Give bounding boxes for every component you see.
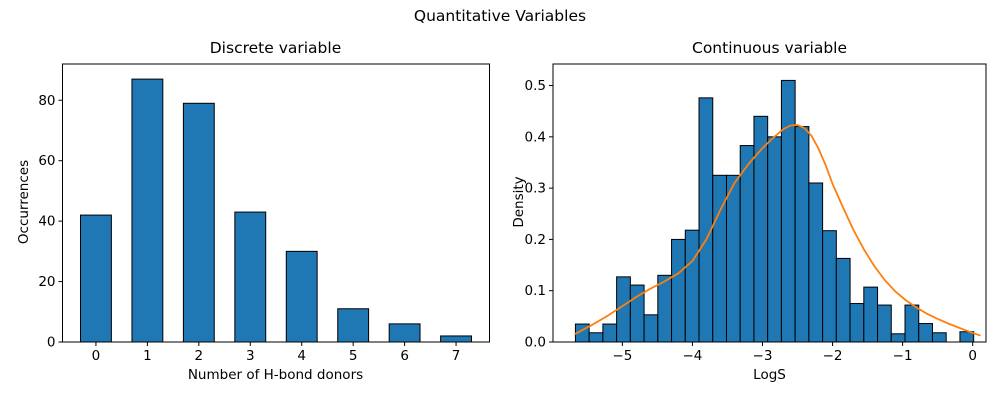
x-tick-label: 6 <box>400 348 409 364</box>
bar <box>588 332 604 343</box>
bar <box>234 211 267 343</box>
x-tick-label: 7 <box>452 348 461 364</box>
y-tick-label: 0.1 <box>525 283 546 299</box>
bar <box>684 229 700 343</box>
bar <box>698 97 714 343</box>
continuous-chart-title: Continuous variable <box>692 39 847 57</box>
x-tick-label: −2 <box>823 348 843 364</box>
bar <box>877 304 892 343</box>
bar <box>863 286 879 343</box>
bar <box>808 182 824 343</box>
bar <box>440 335 472 343</box>
kde-curve <box>574 124 981 337</box>
x-tick-label: 5 <box>349 348 358 364</box>
bar <box>849 303 865 343</box>
continuous-x-axis-label: LogS <box>753 367 786 383</box>
bar <box>80 214 112 343</box>
bar <box>739 145 755 343</box>
bar <box>890 333 906 343</box>
x-tick-label: −3 <box>753 348 773 364</box>
discrete-chart-title: Discrete variable <box>209 39 342 57</box>
x-tick-label: −5 <box>612 348 632 364</box>
continuous-y-axis-label: Density <box>511 176 527 228</box>
y-tick-label: 60 <box>38 153 55 169</box>
y-tick-label: 0 <box>47 335 56 351</box>
bar <box>337 308 370 343</box>
bar <box>657 274 673 343</box>
y-tick-label: 20 <box>38 274 55 290</box>
bar <box>388 323 421 343</box>
axes-spines <box>62 63 490 343</box>
x-tick-label: 2 <box>195 348 204 364</box>
discrete-y-axis-label: Occurrences <box>16 159 32 245</box>
x-tick-label: 0 <box>92 348 101 364</box>
continuous-chart: −5 −4 −3 −2 −1 0 0.0 0.1 0.2 0.3 0.4 0.5 <box>525 63 987 364</box>
bar <box>643 314 659 343</box>
y-tick-label: 0.4 <box>525 129 546 145</box>
y-tick-label: 0.0 <box>525 335 546 351</box>
y-tick-label: 80 <box>38 93 55 109</box>
bar <box>794 126 810 343</box>
discrete-x-axis-label: Number of H-bond donors <box>187 367 364 383</box>
y-tick-label: 0.5 <box>525 78 546 94</box>
bar <box>918 323 933 343</box>
y-tick-label: 0.3 <box>525 181 546 197</box>
bar <box>182 102 215 343</box>
bar <box>767 136 782 343</box>
x-tick-label: 3 <box>246 348 255 364</box>
bar <box>835 257 851 343</box>
axes-spines <box>552 63 987 343</box>
bar <box>285 250 318 343</box>
discrete-chart: 0 1 2 3 4 5 6 7 0 20 40 60 80 <box>38 63 490 364</box>
x-tick-label: 0 <box>968 348 977 364</box>
bar <box>780 79 796 343</box>
bar <box>671 238 686 343</box>
bar <box>931 332 947 343</box>
figure-suptitle: Quantitative Variables <box>413 7 587 25</box>
bar <box>602 323 618 343</box>
bar <box>725 174 741 343</box>
x-tick-label: 1 <box>143 348 152 364</box>
y-tick-label: 40 <box>38 214 55 230</box>
bar <box>822 230 837 343</box>
x-tick-label: −1 <box>893 348 913 364</box>
x-tick-label: 4 <box>297 348 306 364</box>
bar <box>904 304 920 343</box>
bar <box>131 78 164 343</box>
x-tick-label: −4 <box>682 348 702 364</box>
y-tick-label: 0.2 <box>525 232 546 248</box>
